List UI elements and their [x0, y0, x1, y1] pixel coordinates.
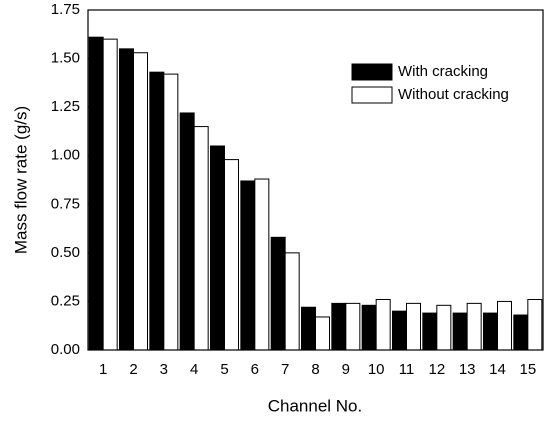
bar — [301, 306, 316, 351]
bar — [270, 236, 286, 351]
bar — [483, 312, 498, 351]
x-tick-label: 9 — [342, 361, 350, 378]
x-tick-label: 15 — [519, 361, 536, 378]
legend-swatch — [351, 86, 393, 104]
bar — [497, 300, 512, 351]
bar — [163, 73, 179, 351]
x-tick-label: 7 — [281, 361, 289, 378]
x-tick-label: 2 — [129, 361, 137, 378]
x-tick-label: 13 — [459, 361, 476, 378]
y-tick-label: 1.25 — [51, 98, 80, 115]
x-tick-label: 12 — [428, 361, 445, 378]
bar — [224, 159, 239, 351]
x-tick-label: 4 — [190, 361, 198, 378]
x-tick-label: 14 — [489, 361, 506, 378]
bar — [193, 126, 209, 351]
bar — [88, 36, 104, 351]
bar — [422, 312, 438, 351]
x-tick-label: 10 — [368, 361, 385, 378]
bar — [406, 302, 421, 351]
bar — [331, 302, 347, 351]
y-tick-label: 0.50 — [51, 244, 80, 261]
bar — [315, 316, 330, 351]
x-tick-label: 1 — [99, 361, 107, 378]
y-tick-label: 1.50 — [51, 50, 80, 67]
plot-frame — [87, 9, 544, 351]
bar — [133, 52, 148, 351]
bar — [375, 298, 391, 351]
bar — [254, 178, 270, 351]
bar — [392, 310, 407, 351]
bar — [345, 302, 361, 351]
x-tick-label: 3 — [160, 361, 168, 378]
legend-label: Without cracking — [398, 86, 509, 103]
y-tick-label: 1.00 — [51, 147, 80, 164]
x-tick-label: 8 — [311, 361, 319, 378]
bar — [466, 302, 482, 351]
y-tick-label: 0.75 — [51, 195, 80, 212]
y-axis-title: Mass flow rate (g/s) — [11, 106, 30, 254]
x-tick-label: 11 — [399, 361, 415, 378]
x-axis-title: Channel No. — [268, 396, 363, 415]
bar — [210, 145, 225, 351]
bar — [179, 112, 195, 351]
bar — [436, 304, 452, 351]
legend-label: With cracking — [398, 63, 488, 80]
legend-swatch — [351, 63, 393, 81]
y-tick-label: 1.75 — [51, 1, 80, 18]
x-tick-label: 5 — [220, 361, 228, 378]
bar — [452, 312, 468, 351]
y-tick-label: 0.25 — [51, 292, 80, 309]
bar — [119, 48, 134, 351]
bar — [102, 38, 118, 351]
bar — [361, 304, 377, 351]
bar — [284, 252, 300, 351]
x-tick-label: 6 — [251, 361, 259, 378]
bar — [149, 71, 165, 351]
bar — [513, 314, 529, 351]
bar — [527, 298, 543, 351]
y-tick-label: 0.00 — [51, 341, 80, 358]
bar — [240, 180, 256, 351]
